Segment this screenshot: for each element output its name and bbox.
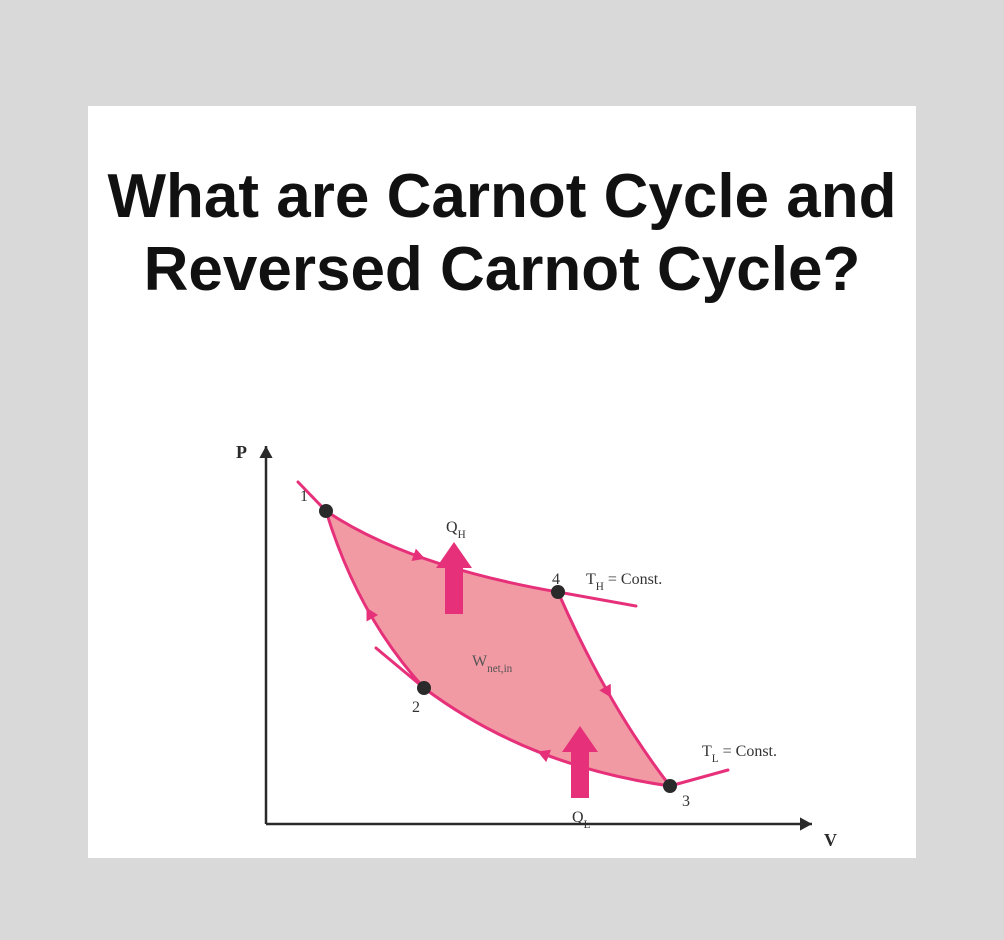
ql-label: QL (572, 809, 591, 831)
state-point-label: 3 (682, 793, 690, 810)
state-point-label: 2 (412, 699, 420, 716)
state-point-label: 4 (552, 571, 560, 588)
x-axis-arrow (800, 817, 812, 830)
th-label: TH = Const. (586, 571, 662, 593)
state-point (417, 681, 431, 695)
state-point (663, 779, 677, 793)
isotherm-extension (670, 770, 728, 786)
state-point-label: 1 (300, 488, 308, 505)
tl-label: TL = Const. (702, 743, 777, 765)
state-point (319, 504, 333, 518)
x-axis-label: V (824, 830, 837, 850)
isotherm-extension (558, 592, 636, 606)
y-axis-label: P (236, 442, 247, 462)
y-axis-arrow (259, 446, 272, 458)
card: What are Carnot Cycle and Reversed Carno… (88, 106, 916, 858)
pv-diagram: VP1234QHQLWnet,inTH = Const.TL = Const. (88, 106, 916, 858)
qh-label: QH (446, 519, 466, 541)
